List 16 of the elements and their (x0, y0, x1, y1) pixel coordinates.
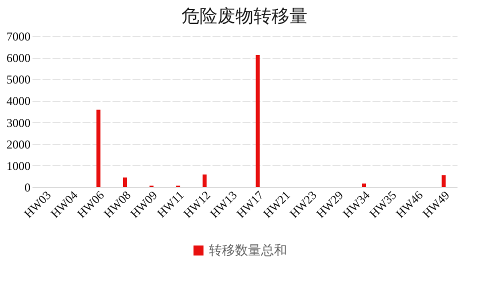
bar (442, 175, 446, 187)
y-tick-label: 1000 (6, 158, 30, 173)
bar (122, 178, 127, 187)
bar (96, 110, 100, 187)
y-tick-label: 0 (24, 180, 30, 194)
bar (202, 174, 207, 187)
y-tick-label: 2000 (6, 137, 30, 152)
y-tick-label: 7000 (6, 30, 30, 44)
bar (256, 54, 260, 187)
y-tick-label: 6000 (6, 51, 30, 66)
bar (362, 184, 366, 187)
chart-title: 危险废物转移量 (182, 6, 308, 27)
y-tick-label: 3000 (6, 116, 30, 130)
y-tick-label: 5000 (6, 72, 30, 87)
y-tick-label: 4000 (6, 94, 30, 108)
legend-label: 转移数量总和 (209, 244, 287, 258)
